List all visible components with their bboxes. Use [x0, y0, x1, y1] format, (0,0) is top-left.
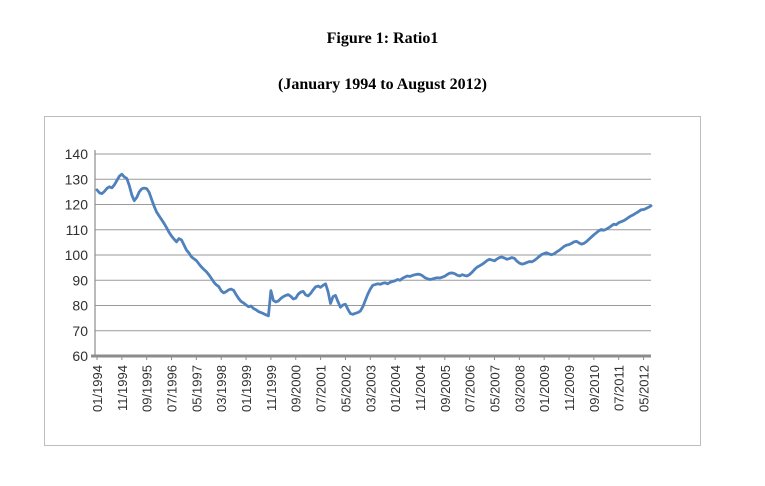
- svg-text:01/2009: 01/2009: [537, 365, 552, 412]
- svg-text:05/2002: 05/2002: [338, 365, 353, 412]
- svg-text:01/2004: 01/2004: [388, 365, 403, 412]
- y-axis-labels: 60 70 80 90 100 110 120 130 140: [65, 146, 89, 364]
- svg-text:07/2011: 07/2011: [612, 365, 627, 411]
- svg-text:09/1995: 09/1995: [140, 365, 155, 412]
- svg-text:03/2003: 03/2003: [363, 365, 378, 412]
- svg-text:110: 110: [66, 222, 89, 238]
- svg-text:09/2000: 09/2000: [289, 365, 304, 412]
- figure-title: Figure 1: Ratio1: [326, 30, 439, 47]
- x-axis-labels: 01/1994 11/1994 09/1995 07/1996 05/1997 03/19…: [90, 356, 652, 412]
- svg-text:09/2005: 09/2005: [438, 365, 453, 412]
- svg-text:09/2010: 09/2010: [587, 365, 602, 412]
- gridlines: [95, 153, 651, 332]
- svg-text:100: 100: [65, 247, 89, 263]
- svg-text:11/2004: 11/2004: [413, 365, 428, 411]
- svg-text:05/2012: 05/2012: [637, 365, 652, 412]
- svg-text:11/2009: 11/2009: [562, 365, 577, 411]
- svg-text:140: 140: [65, 146, 89, 162]
- svg-text:01/1999: 01/1999: [239, 365, 254, 412]
- svg-text:07/1996: 07/1996: [165, 365, 180, 412]
- svg-text:05/2007: 05/2007: [487, 365, 502, 412]
- svg-text:90: 90: [72, 272, 88, 288]
- svg-text:01/1994: 01/1994: [90, 365, 105, 412]
- svg-text:11/1994: 11/1994: [115, 365, 130, 411]
- ratio1-chart-svg: 60 70 80 90 100 110 120 130 140 01/1994 11/1994 09/…: [65, 146, 653, 412]
- svg-text:80: 80: [72, 298, 88, 314]
- svg-text:07/2006: 07/2006: [463, 365, 478, 412]
- axes: [91, 150, 651, 358]
- figure-subtitle: (January 1994 to August 2012): [278, 76, 487, 93]
- line-chart: 60 70 80 90 100 110 120 130 140 01/1994 11/1994 09/…: [45, 117, 700, 450]
- svg-text:03/2008: 03/2008: [512, 365, 527, 412]
- svg-text:60: 60: [72, 348, 88, 364]
- chart-frame: 60 70 80 90 100 110 120 130 140 01/1994 11/1994 09/…: [44, 116, 701, 446]
- svg-text:03/1998: 03/1998: [214, 365, 229, 412]
- svg-text:05/1997: 05/1997: [189, 365, 204, 412]
- svg-text:130: 130: [65, 171, 89, 187]
- svg-text:11/1999: 11/1999: [264, 365, 279, 411]
- svg-text:70: 70: [72, 323, 88, 339]
- svg-text:07/2001: 07/2001: [314, 365, 329, 412]
- ratio1-series-line: [95, 172, 653, 318]
- svg-text:120: 120: [65, 197, 89, 213]
